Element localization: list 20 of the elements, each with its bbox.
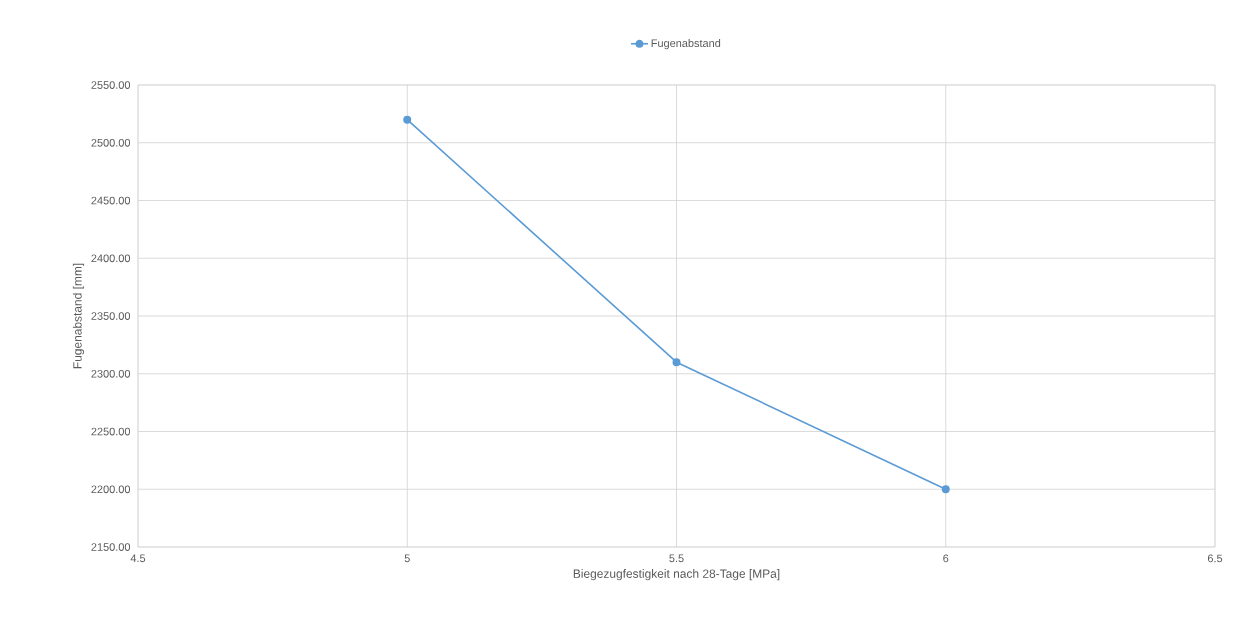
point (403, 115, 412, 124)
x-tick-label: 5 (404, 554, 410, 563)
x-tick-label: 5.5 (669, 554, 684, 563)
x-tick-label: 4.5 (130, 554, 146, 563)
y-tick-label: 2350.00 (91, 312, 131, 320)
y-tick-label: 2250.00 (91, 427, 131, 436)
y-tick-label: 2300.00 (91, 369, 131, 378)
y-tick-label: 2400.00 (91, 254, 131, 263)
x-tick-label: 6.5 (1207, 554, 1223, 563)
y-tick-label: 2200.00 (91, 485, 131, 494)
y-axis-title: Fugenabstand [mm] (72, 263, 85, 369)
point (941, 485, 950, 494)
legend-label: Fugenabstand (651, 39, 721, 50)
y-tick-label: 2450.00 (91, 196, 131, 205)
x-tick-label: 6 (943, 554, 949, 563)
x-axis-title: Biegezugfestigkeit nach 28-Tage [MPa] (573, 569, 780, 581)
y-tick-label: 2150.00 (91, 543, 131, 551)
y-tick-label: 2550.00 (91, 81, 131, 89)
y-tick-label: 2500.00 (91, 138, 131, 147)
point (672, 358, 681, 367)
